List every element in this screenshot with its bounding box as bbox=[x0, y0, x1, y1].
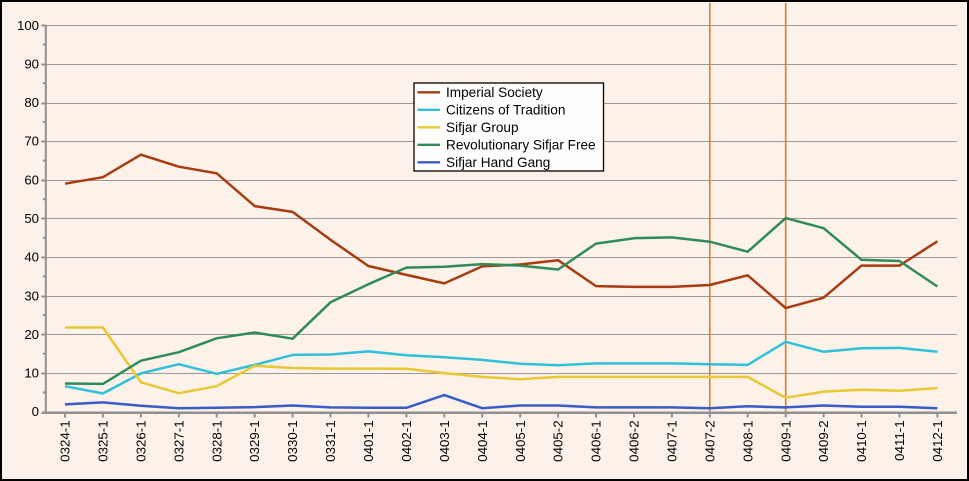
svg-text:90: 90 bbox=[24, 56, 39, 71]
svg-text:0331-1: 0331-1 bbox=[323, 420, 338, 461]
svg-text:Revolutionary Sifjar Free: Revolutionary Sifjar Free bbox=[446, 138, 596, 153]
svg-text:0327-1: 0327-1 bbox=[171, 420, 186, 461]
svg-text:0402-1: 0402-1 bbox=[399, 420, 414, 461]
svg-text:0403-1: 0403-1 bbox=[437, 420, 452, 461]
svg-text:Sifjar Hand Gang: Sifjar Hand Gang bbox=[446, 155, 550, 170]
svg-text:0328-1: 0328-1 bbox=[209, 420, 224, 461]
svg-text:40: 40 bbox=[24, 250, 39, 265]
svg-text:Citizens of Tradition: Citizens of Tradition bbox=[446, 103, 565, 118]
svg-text:0409-2: 0409-2 bbox=[816, 420, 831, 461]
svg-text:0401-1: 0401-1 bbox=[361, 420, 376, 461]
svg-text:0406-2: 0406-2 bbox=[627, 420, 642, 461]
svg-text:0326-1: 0326-1 bbox=[134, 420, 149, 461]
svg-text:10: 10 bbox=[24, 366, 39, 381]
svg-text:0407-2: 0407-2 bbox=[702, 420, 717, 461]
svg-text:50: 50 bbox=[24, 211, 39, 226]
svg-text:Sifjar Group: Sifjar Group bbox=[446, 120, 519, 135]
svg-text:80: 80 bbox=[24, 95, 39, 110]
svg-text:0412-1: 0412-1 bbox=[930, 420, 945, 461]
svg-text:0409-1: 0409-1 bbox=[778, 420, 793, 461]
svg-text:0: 0 bbox=[32, 404, 39, 419]
svg-text:0411-1: 0411-1 bbox=[892, 420, 907, 460]
svg-text:0407-1: 0407-1 bbox=[665, 420, 680, 461]
svg-text:0405-2: 0405-2 bbox=[551, 420, 566, 461]
svg-text:30: 30 bbox=[24, 288, 39, 303]
svg-text:0325-1: 0325-1 bbox=[96, 420, 111, 461]
svg-text:60: 60 bbox=[24, 172, 39, 187]
svg-text:20: 20 bbox=[24, 327, 39, 342]
svg-text:0324-1: 0324-1 bbox=[58, 420, 73, 461]
svg-text:0329-1: 0329-1 bbox=[247, 420, 262, 461]
svg-text:0410-1: 0410-1 bbox=[854, 420, 869, 461]
svg-text:0408-1: 0408-1 bbox=[740, 420, 755, 461]
svg-text:0405-1: 0405-1 bbox=[513, 420, 528, 461]
svg-text:Imperial Society: Imperial Society bbox=[446, 85, 543, 100]
svg-text:70: 70 bbox=[24, 134, 39, 149]
svg-text:0406-1: 0406-1 bbox=[589, 420, 604, 461]
svg-text:0330-1: 0330-1 bbox=[285, 420, 300, 461]
svg-text:0404-1: 0404-1 bbox=[475, 420, 490, 461]
svg-text:100: 100 bbox=[17, 18, 39, 33]
